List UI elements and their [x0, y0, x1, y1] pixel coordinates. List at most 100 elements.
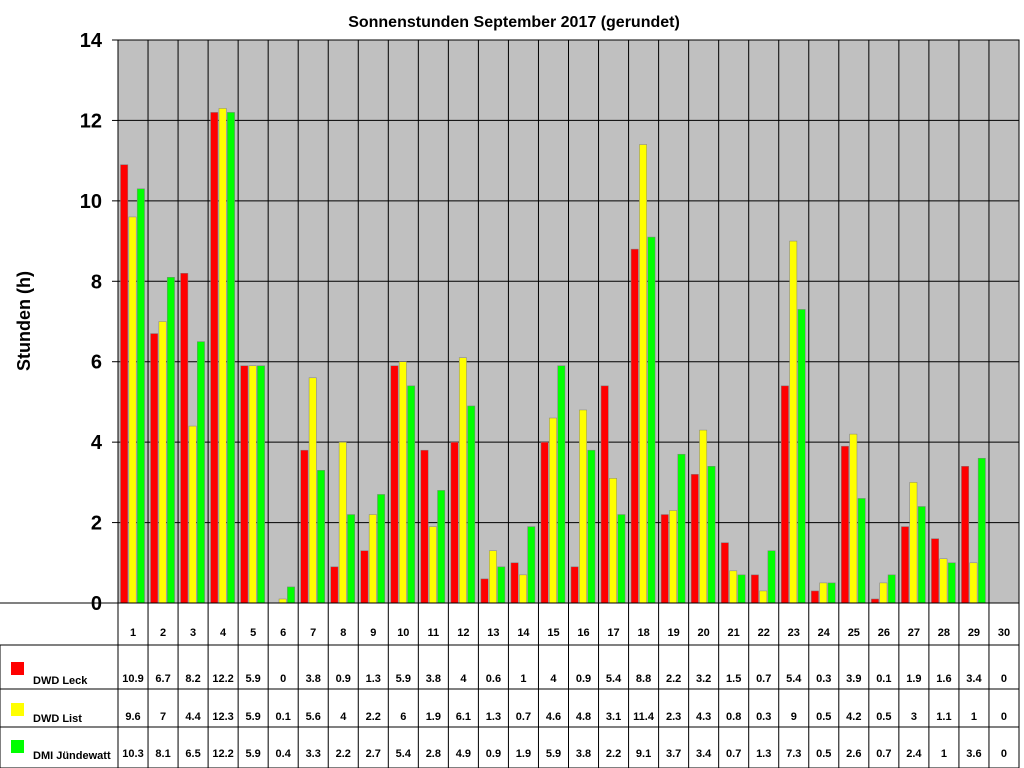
table-cell: 12.2 [212, 673, 233, 685]
table-cell: 0.7 [756, 673, 771, 685]
bar-dwd-list-23 [789, 240, 798, 604]
table-cell: 1.9 [516, 748, 531, 760]
bar-dmi-j-ndewatt-5 [257, 365, 265, 604]
table-cell: 0.6 [486, 673, 501, 685]
y-tick-label: 8 [91, 271, 102, 293]
bar-dmi-j-ndewatt-4 [227, 112, 235, 604]
bar-dwd-list-27 [909, 482, 918, 604]
bar-dwd-list-4 [218, 108, 227, 604]
table-cell: 4.6 [546, 711, 561, 723]
table-cell: 4 [340, 711, 347, 723]
bar-dwd-leck-18 [630, 248, 639, 604]
x-tick-label: 19 [667, 627, 679, 639]
table-cell: 3.7 [666, 748, 681, 760]
bar-dwd-list-16 [579, 409, 587, 604]
legend-swatch [11, 662, 24, 675]
x-tick-label: 11 [428, 627, 440, 639]
bar-dwd-list-8 [338, 441, 347, 604]
bar-dwd-list-2 [158, 321, 167, 604]
bar-dwd-leck-19 [660, 514, 669, 604]
bar-dmi-j-ndewatt-1 [136, 188, 145, 604]
bar-dmi-j-ndewatt-15 [557, 365, 566, 604]
bar-dmi-j-ndewatt-11 [437, 490, 446, 604]
table-cell: 8.2 [185, 673, 200, 685]
table-cell: 4 [460, 673, 467, 685]
table-cell: 9.6 [125, 711, 140, 723]
bar-dwd-leck-20 [690, 474, 699, 604]
bar-dwd-list-22 [759, 590, 768, 604]
x-tick-label: 24 [818, 627, 831, 639]
table-cell: 5.4 [396, 748, 412, 760]
table-cell: 1.5 [726, 673, 741, 685]
legend-label: DMI Jündewatt [33, 750, 111, 762]
table-cell: 12.3 [212, 711, 233, 723]
table-cell: 0.9 [576, 673, 591, 685]
x-tick-label: 5 [250, 627, 256, 639]
bar-dwd-leck-14 [510, 562, 519, 604]
x-tick-label: 29 [968, 627, 980, 639]
bar-dmi-j-ndewatt-28 [947, 562, 956, 604]
x-tick-label: 16 [577, 627, 589, 639]
bar-dmi-j-ndewatt-21 [737, 574, 746, 604]
bar-dwd-leck-22 [750, 574, 759, 604]
table-cell: 0.7 [516, 711, 531, 723]
table-cell: 0.9 [486, 748, 501, 760]
table-cell: 4.8 [576, 711, 591, 723]
bar-dwd-leck-15 [540, 441, 549, 604]
table-cell: 3 [911, 711, 917, 723]
table-cell: 7 [160, 711, 166, 723]
bar-dmi-j-ndewatt-14 [527, 526, 536, 604]
table-cell: 5.4 [606, 673, 622, 685]
bar-dwd-list-5 [248, 365, 257, 604]
bar-dwd-list-1 [128, 216, 137, 604]
table-cell: 0 [1001, 673, 1007, 685]
table-cell: 3.4 [696, 748, 712, 760]
bar-dwd-leck-1 [120, 164, 129, 604]
table-cell: 12.2 [212, 748, 233, 760]
bar-dwd-leck-27 [901, 526, 909, 604]
bar-dmi-j-ndewatt-8 [347, 514, 356, 604]
table-cell: 0 [280, 673, 286, 685]
table-cell: 4.2 [846, 711, 861, 723]
table-cell: 0.1 [276, 711, 291, 723]
bar-dwd-leck-7 [300, 449, 309, 604]
table-cell: 10.9 [122, 673, 143, 685]
legend-swatch [11, 703, 24, 716]
bar-dmi-j-ndewatt-6 [287, 586, 295, 604]
table-cell: 1.3 [756, 748, 771, 760]
x-tick-label: 27 [908, 627, 920, 639]
y-tick-label: 14 [80, 30, 103, 52]
table-cell: 0.3 [816, 673, 831, 685]
x-tick-label: 3 [190, 627, 196, 639]
bar-dmi-j-ndewatt-9 [377, 494, 386, 604]
table-cell: 0.8 [726, 711, 741, 723]
table-cell: 2.4 [906, 748, 922, 760]
y-tick-label: 0 [91, 593, 102, 615]
bar-dwd-leck-23 [780, 385, 789, 604]
table-cell: 0.7 [876, 748, 891, 760]
table-cell: 2.2 [666, 673, 681, 685]
table-cell: 6.7 [155, 673, 170, 685]
table-cell: 4.4 [185, 711, 201, 723]
x-tick-label: 1 [130, 627, 136, 639]
y-axis-label: Stunden (h) [14, 271, 34, 371]
bar-dmi-j-ndewatt-2 [166, 277, 175, 604]
table-cell: 3.1 [606, 711, 621, 723]
bar-dwd-list-14 [519, 574, 527, 604]
table-cell: 6 [400, 711, 406, 723]
bar-dwd-leck-16 [570, 566, 579, 604]
bar-dwd-list-18 [639, 144, 648, 604]
bar-dwd-list-12 [458, 357, 467, 604]
table-cell: 3.6 [966, 748, 981, 760]
bar-dwd-list-20 [699, 429, 708, 604]
table-cell: 3.3 [306, 748, 321, 760]
table-cell: 8.1 [155, 748, 170, 760]
bar-dwd-list-29 [969, 562, 978, 604]
bar-dwd-leck-13 [480, 578, 489, 604]
table-cell: 2.2 [606, 748, 621, 760]
bar-dmi-j-ndewatt-13 [497, 566, 506, 604]
bar-dwd-leck-17 [600, 385, 609, 604]
x-tick-label: 21 [728, 627, 740, 639]
table-cell: 0.5 [816, 748, 831, 760]
table-cell: 1 [941, 748, 947, 760]
